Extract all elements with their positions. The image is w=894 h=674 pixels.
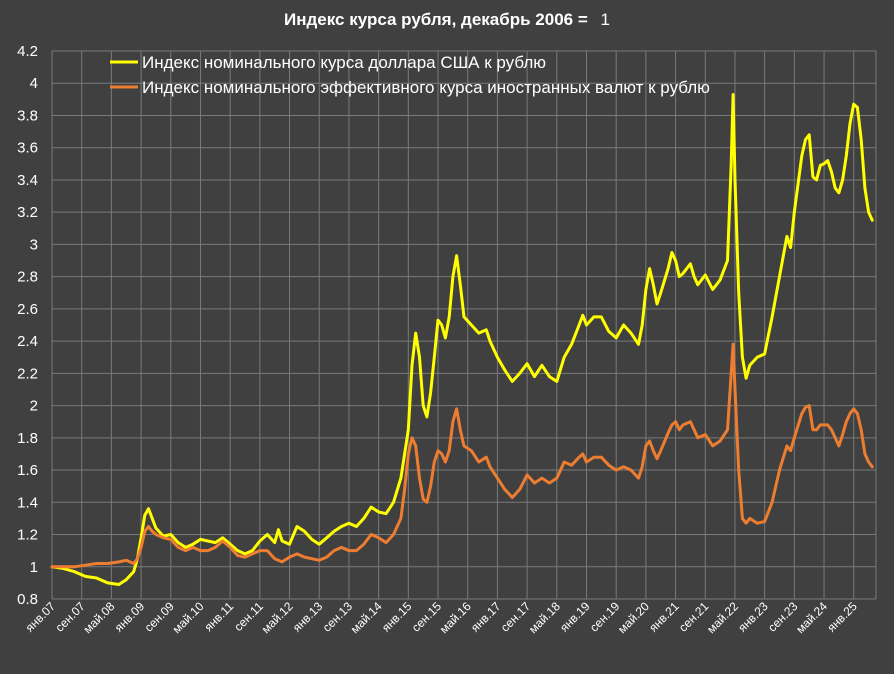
y-tick-label: 0.8 bbox=[17, 591, 38, 608]
y-tick-label: 4 bbox=[30, 75, 38, 92]
legend-label-1: Индекс номинального курса доллара США к … bbox=[142, 53, 546, 72]
series-lines bbox=[50, 93, 874, 586]
y-tick-label: 3.8 bbox=[17, 107, 38, 124]
chart-title-value: 1 bbox=[601, 10, 610, 29]
series-line-1 bbox=[50, 93, 874, 586]
y-tick-label: 1.2 bbox=[17, 527, 38, 544]
y-tick-label: 2.4 bbox=[17, 333, 38, 350]
chart-title-text: Индекс курса рубля, декабрь 2006 = bbox=[284, 10, 588, 29]
y-tick-label: 3.4 bbox=[17, 172, 38, 189]
y-tick-label: 1 bbox=[30, 559, 38, 576]
y-tick-label: 3.2 bbox=[17, 204, 38, 221]
y-tick-label: 4.2 bbox=[17, 43, 38, 60]
y-tick-label: 3 bbox=[30, 236, 38, 253]
legend-label-2: Индекс номинального эффективного курса и… bbox=[142, 78, 710, 97]
y-tick-label: 2 bbox=[30, 398, 38, 415]
y-axis: 0.8 1 1.2 1.4 1.6 1.8 2 2.2 2.4 2.6 2.8 3 3.2 3.4 3.6 3… bbox=[17, 43, 38, 608]
series-line-2 bbox=[50, 342, 874, 569]
legend: Индекс номинального курса доллара США к … bbox=[110, 53, 710, 97]
y-tick-label: 2.8 bbox=[17, 269, 38, 286]
y-tick-label: 1.6 bbox=[17, 462, 38, 479]
y-tick-label: 1.4 bbox=[17, 494, 38, 511]
y-tick-label: 1.8 bbox=[17, 430, 38, 447]
chart-title: Индекс курса рубля, декабрь 2006 = 1 bbox=[284, 10, 610, 29]
y-tick-label: 3.6 bbox=[17, 140, 38, 157]
y-tick-label: 2.6 bbox=[17, 301, 38, 318]
y-tick-label: 2.2 bbox=[17, 365, 38, 382]
